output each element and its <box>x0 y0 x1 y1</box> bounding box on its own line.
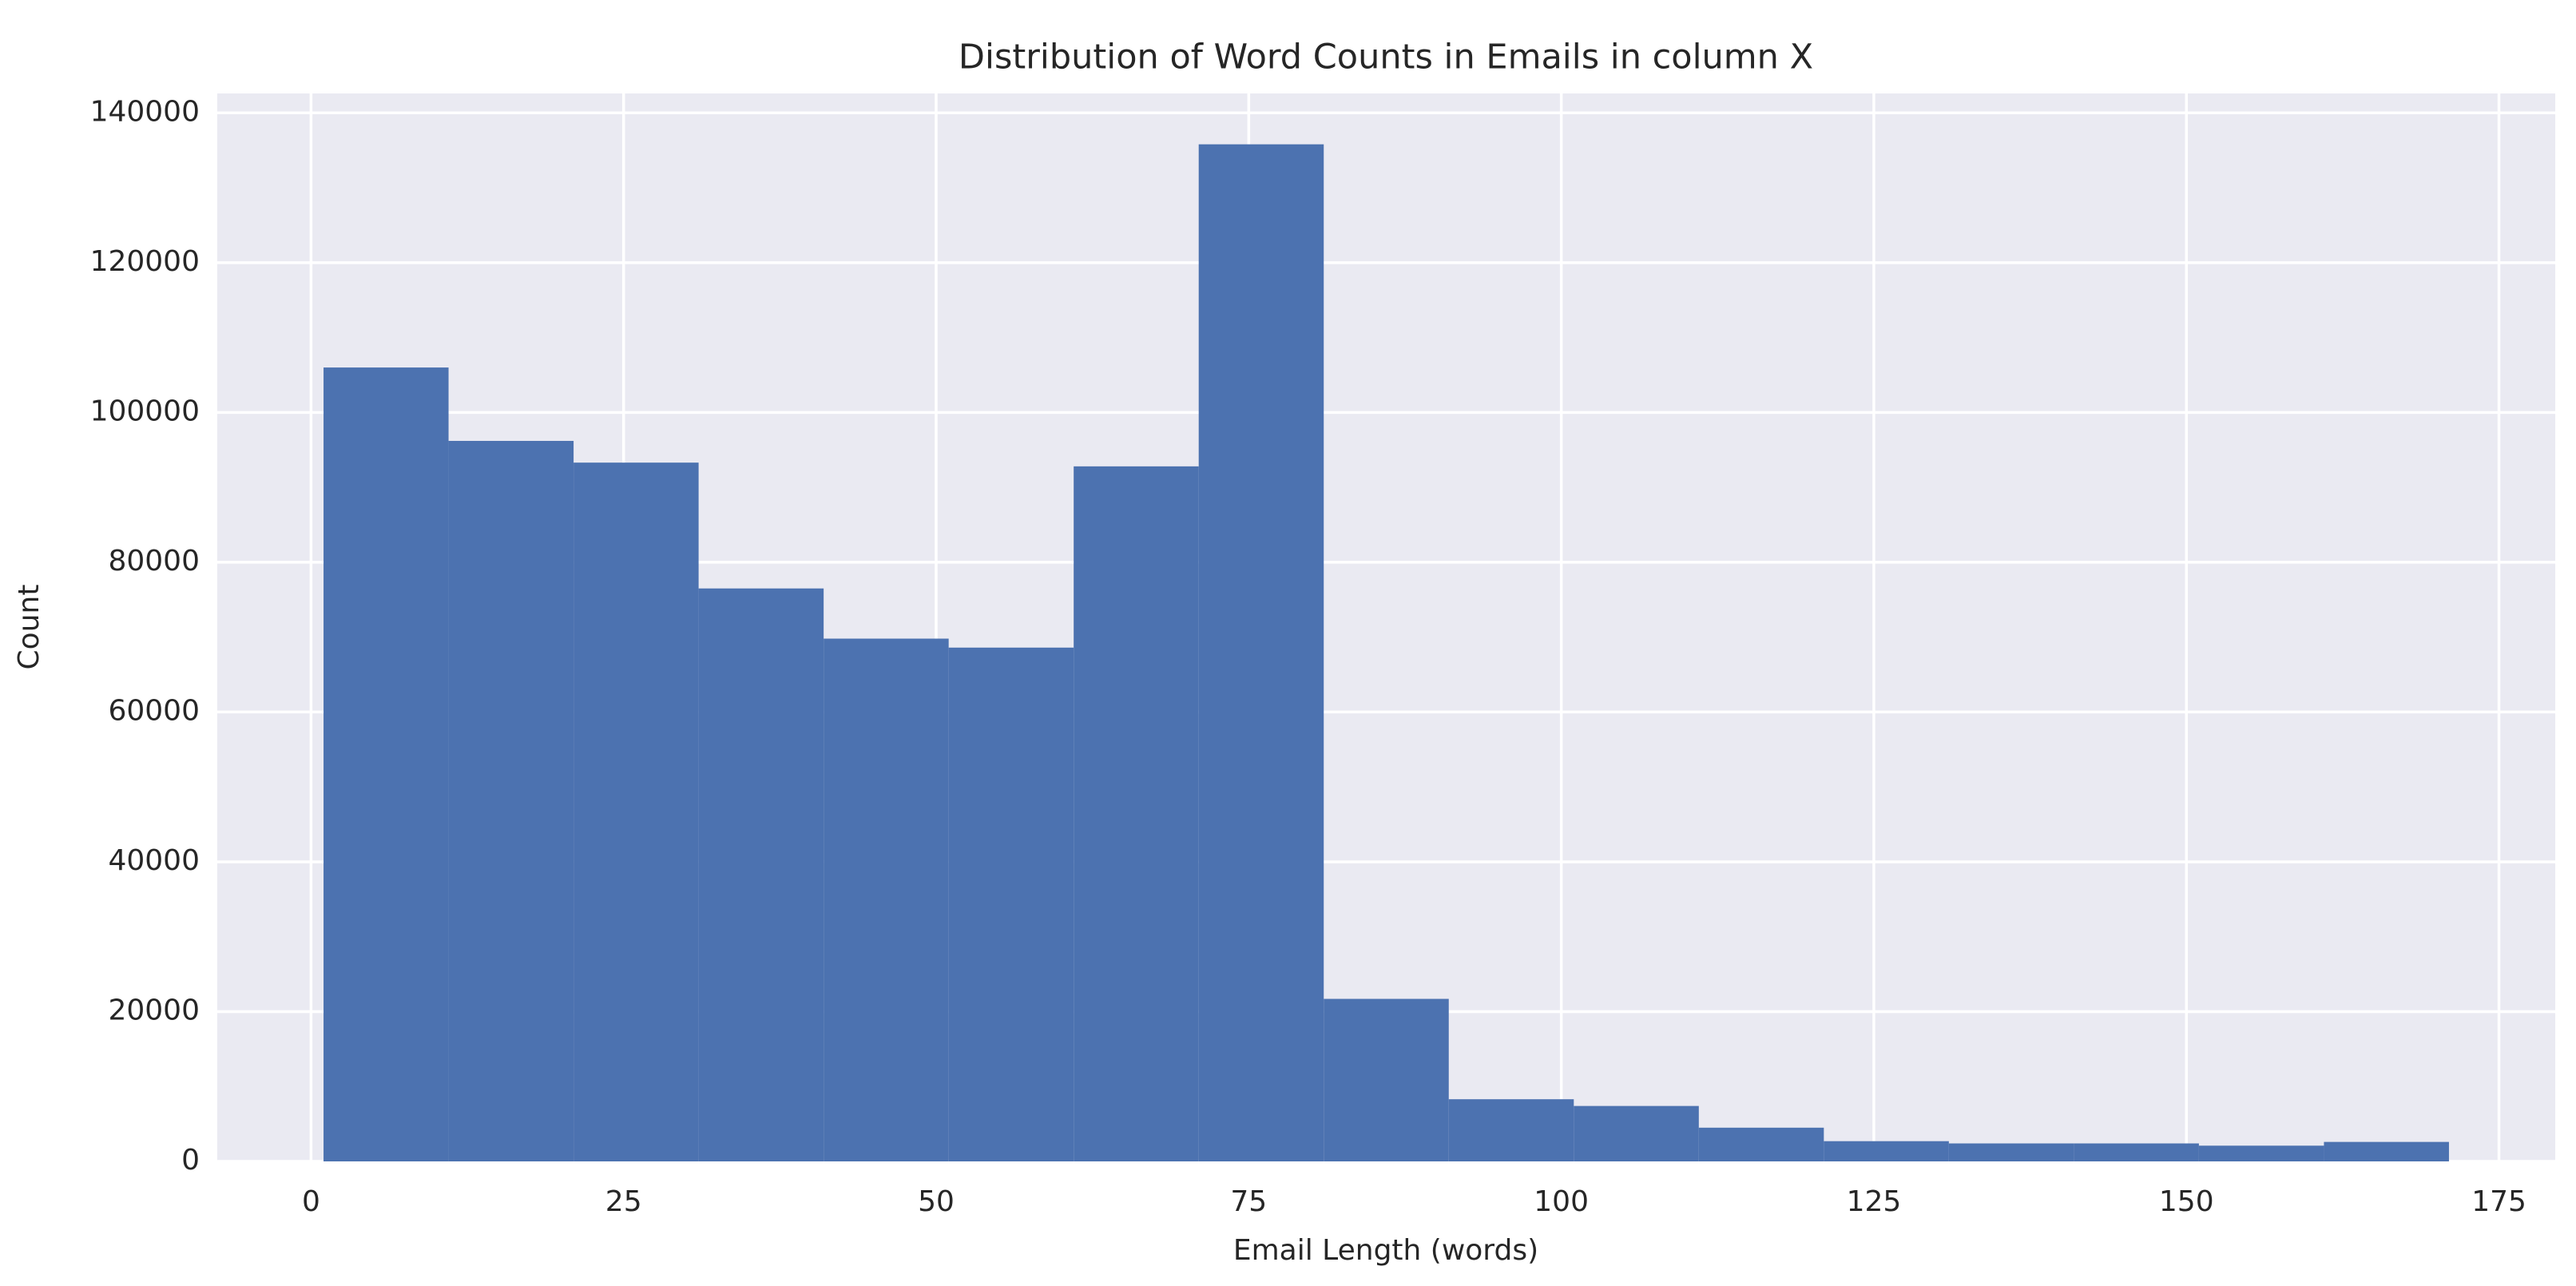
bar <box>1574 1105 1699 1161</box>
bar <box>1448 1099 1574 1161</box>
bar <box>1948 1143 2074 1161</box>
y-tick-label: 120000 <box>90 245 200 278</box>
bar <box>574 462 699 1161</box>
y-tick-label: 40000 <box>108 844 200 877</box>
y-axis-label: Count <box>13 585 46 670</box>
y-tick-label: 0 <box>181 1144 200 1177</box>
x-tick-label: 150 <box>2159 1185 2214 1218</box>
y-tick-label: 20000 <box>108 994 200 1026</box>
x-tick-label: 125 <box>1847 1185 1902 1218</box>
bar <box>2324 1141 2449 1161</box>
bar <box>948 647 1074 1161</box>
bar <box>1074 466 1199 1161</box>
y-tick-label: 80000 <box>108 545 200 578</box>
bar <box>1324 998 1449 1161</box>
bar <box>698 588 824 1161</box>
x-tick-label: 50 <box>918 1185 955 1218</box>
x-tick-label: 25 <box>605 1185 642 1218</box>
bar <box>2198 1145 2324 1161</box>
y-tick-label: 100000 <box>90 395 200 427</box>
bar <box>1698 1127 1824 1161</box>
bar <box>1824 1141 1949 1161</box>
x-tick-label: 175 <box>2471 1185 2526 1218</box>
chart-title: Distribution of Word Counts in Emails in… <box>959 38 1813 77</box>
x-axis-label: Email Length (words) <box>1233 1234 1538 1267</box>
x-tick-label: 0 <box>302 1185 320 1218</box>
y-tick-label: 140000 <box>90 95 200 128</box>
x-tick-label: 100 <box>1534 1185 1589 1218</box>
bar <box>2074 1143 2199 1161</box>
bar <box>824 638 949 1161</box>
x-tick-label: 75 <box>1230 1185 1267 1218</box>
bar <box>448 440 574 1161</box>
y-tick-label: 60000 <box>108 694 200 727</box>
bar <box>1198 144 1324 1162</box>
bar <box>323 367 449 1161</box>
